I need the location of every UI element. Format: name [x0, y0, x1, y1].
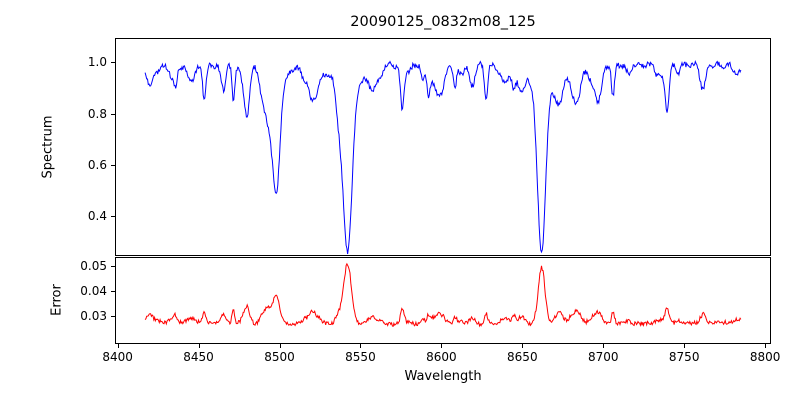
x-tick-mark — [117, 344, 119, 348]
y-axis-label-spectrum: Spectrum — [40, 115, 56, 179]
x-tick-label: 8600 — [426, 350, 457, 364]
x-tick-mark — [279, 344, 281, 348]
x-axis-label: Wavelength — [404, 369, 482, 384]
spectrum-panel — [115, 38, 771, 256]
x-tick-label: 8400 — [102, 350, 133, 364]
x-tick-label: 8750 — [668, 350, 700, 364]
x-tick-mark — [684, 344, 686, 348]
y-tick-label: 0.8 — [87, 106, 107, 121]
y-tick-mark — [111, 113, 115, 115]
y-tick-mark — [111, 316, 115, 318]
y-tick-mark — [111, 62, 115, 64]
spectrum-line-svg — [144, 60, 742, 255]
x-tick-mark — [198, 344, 200, 348]
x-tick-label: 8450 — [183, 350, 214, 364]
y-tick-label: 0.6 — [87, 158, 107, 172]
y-tick-label: 1.0 — [87, 55, 107, 70]
x-tick-mark — [603, 344, 605, 348]
y-tick-mark — [111, 216, 115, 218]
x-tick-label: 8500 — [264, 350, 295, 364]
x-tick-label: 8550 — [345, 350, 376, 364]
spectrum-line — [144, 60, 742, 255]
x-tick-label: 8650 — [507, 350, 538, 364]
y-tick-mark — [111, 266, 115, 268]
y-tick-label: 0.4 — [87, 209, 107, 224]
y-tick-label: 0.04 — [80, 284, 107, 299]
y-tick-mark — [111, 291, 115, 293]
x-tick-mark — [522, 344, 524, 348]
y-tick-label: 0.05 — [80, 259, 107, 274]
x-tick-mark — [765, 344, 767, 348]
x-tick-label: 8700 — [587, 350, 619, 364]
x-tick-mark — [441, 344, 443, 348]
chart-title: 20090125_0832m08_125 — [350, 14, 536, 30]
error-line-svg — [144, 262, 742, 328]
x-tick-label: 8800 — [749, 350, 781, 364]
error-line — [144, 262, 742, 328]
y-tick-mark — [111, 165, 115, 166]
y-axis-label-error: Error — [49, 284, 65, 316]
error-panel — [115, 257, 771, 344]
x-tick-mark — [360, 344, 362, 348]
y-tick-label: 0.03 — [80, 309, 107, 324]
